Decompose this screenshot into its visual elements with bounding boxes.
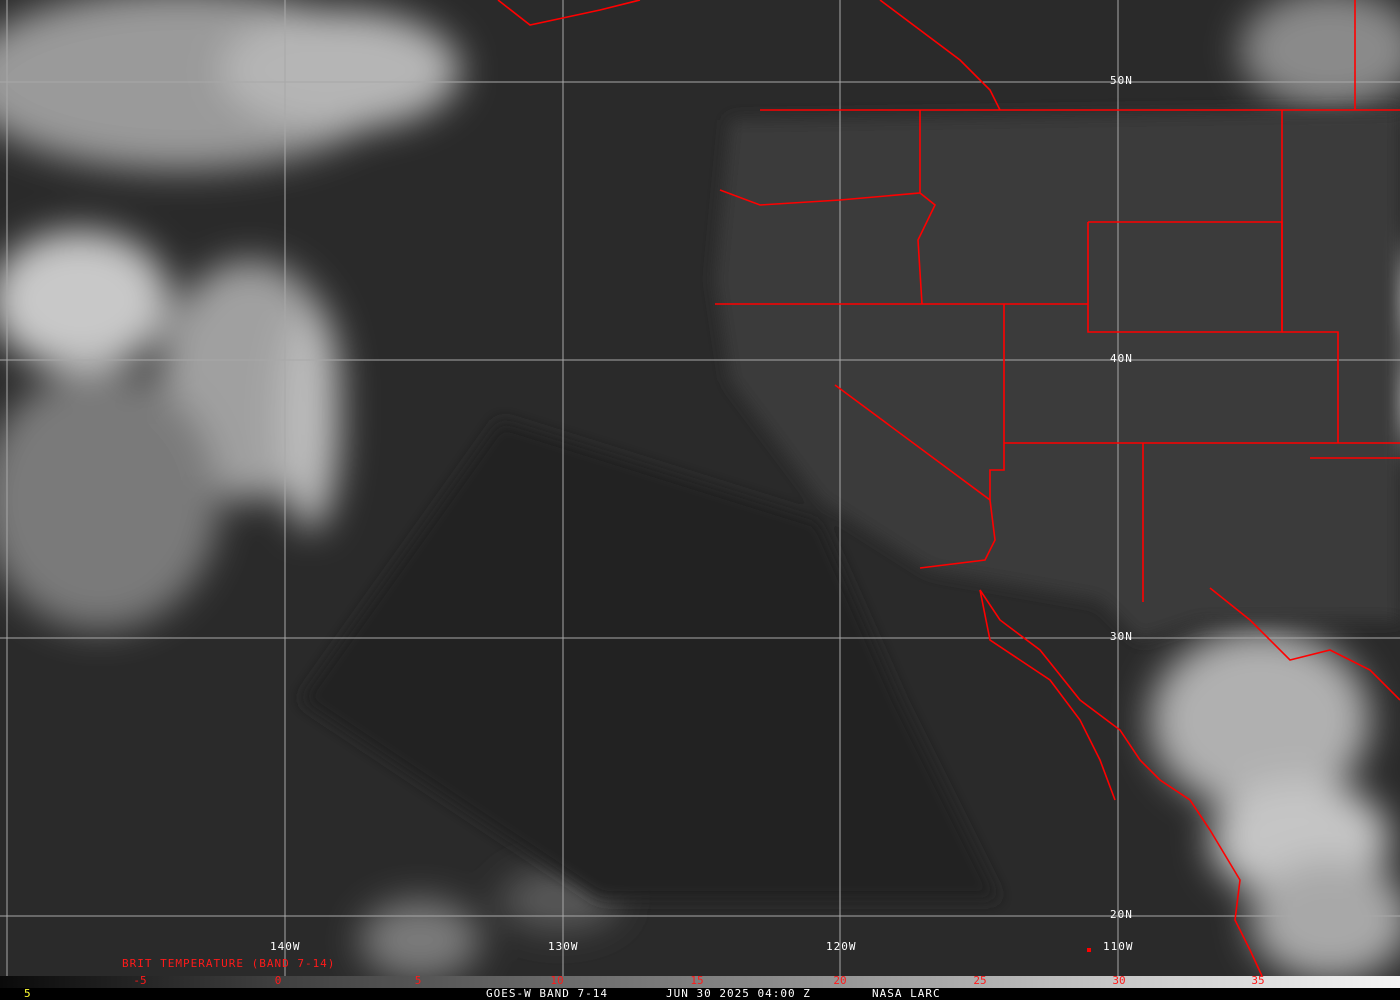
footer-credit: NASA LARC [872, 987, 941, 1000]
temperature-color-scale [0, 976, 1400, 988]
political-boundaries [497, 0, 1400, 977]
lon-label-120w: 120W [826, 940, 857, 953]
scale-tick: -5 [133, 974, 147, 987]
lon-label-140w: 140W [270, 940, 301, 953]
scale-tick: 20 [833, 974, 847, 987]
coastline-west [497, 0, 641, 26]
lat-label-50n: 50N [1110, 74, 1133, 87]
legend-title: BRIT TEMPERATURE (BAND 7-14) [122, 957, 336, 970]
marker [1087, 948, 1091, 952]
lat-label-30n: 30N [1110, 630, 1133, 643]
scale-tick: 5 [414, 974, 422, 987]
nv-east [989, 304, 1005, 500]
lon-label-110w: 110W [1103, 940, 1134, 953]
coastline-gulf-mexico [1209, 587, 1400, 701]
scale-tick: 15 [690, 974, 704, 987]
lat-label-20n: 20N [1110, 908, 1133, 921]
scale-tick: 30 [1112, 974, 1126, 987]
scale-tick: 0 [274, 974, 282, 987]
ca-nv [834, 384, 996, 569]
footer-caption: GOES-W BAND 7-14 [486, 987, 608, 1000]
lon-label-130w: 130W [548, 940, 579, 953]
lat-label-40n: 40N [1110, 352, 1133, 365]
footer-left-value: 5 [24, 987, 32, 1000]
scale-tick: 25 [973, 974, 987, 987]
scale-tick: 35 [1251, 974, 1265, 987]
coastline-mexico [979, 589, 1263, 977]
lat-lon-grid [0, 0, 1400, 976]
scale-tick: 10 [550, 974, 564, 987]
baja-gulf [979, 589, 1116, 801]
land-surface [300, 110, 1400, 900]
co [1282, 331, 1339, 443]
footer-bar: 5 GOES-W BAND 7-14 JUN 30 2025 04:00 Z N… [0, 987, 1400, 1000]
border-bc [879, 0, 1001, 111]
footer-datetime: JUN 30 2025 04:00 Z [666, 987, 811, 1000]
